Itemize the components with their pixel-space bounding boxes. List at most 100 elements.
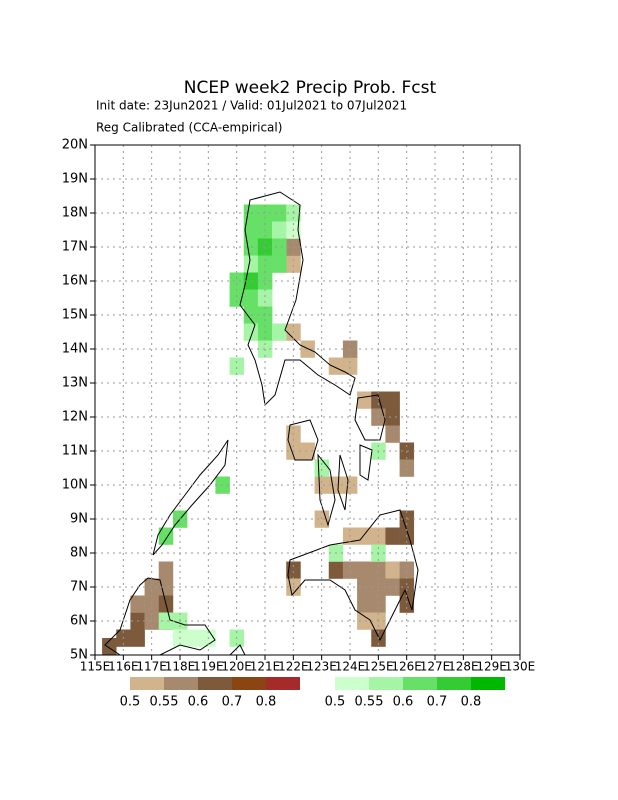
grid-cell bbox=[399, 459, 415, 477]
x-tick-label: 115E bbox=[80, 660, 111, 674]
grid-cell bbox=[328, 357, 344, 375]
grid-cell bbox=[385, 527, 400, 545]
grid-cell bbox=[272, 323, 287, 341]
x-tick-label: 117E bbox=[136, 660, 167, 674]
grid-cell bbox=[371, 391, 386, 409]
grid-cell bbox=[342, 476, 358, 494]
grid-cell bbox=[399, 595, 415, 613]
y-tick-label: 5N bbox=[70, 648, 88, 663]
grid-cell bbox=[144, 612, 160, 630]
grid-cell bbox=[272, 238, 287, 256]
grid-cell bbox=[130, 595, 145, 613]
colorbar-box bbox=[335, 677, 369, 690]
colorbar-box bbox=[437, 677, 471, 690]
colorbar-box bbox=[266, 677, 300, 690]
y-tick-label: 6N bbox=[70, 614, 88, 629]
grid-cell bbox=[314, 459, 330, 477]
x-tick-label: 124E bbox=[335, 660, 366, 674]
grid-cell bbox=[385, 561, 400, 579]
grid-cell bbox=[300, 340, 315, 358]
x-tick-label: 118E bbox=[165, 660, 196, 674]
grid-cell bbox=[286, 255, 301, 273]
grid-cell bbox=[229, 357, 245, 375]
grid-cell bbox=[357, 612, 372, 630]
y-tick-label: 19N bbox=[62, 172, 88, 187]
colorbar-label: 0.5 bbox=[120, 695, 141, 710]
grid-cell bbox=[300, 442, 315, 460]
y-tick-label: 11N bbox=[62, 444, 88, 459]
grid-cell bbox=[272, 221, 287, 239]
chart-title: NCEP week2 Precip Prob. Fcst bbox=[184, 78, 437, 98]
grid-cell bbox=[357, 391, 372, 409]
grid-cell bbox=[314, 510, 330, 528]
grid-cell bbox=[229, 272, 245, 290]
y-tick-label: 9N bbox=[70, 512, 88, 527]
grid-cell bbox=[399, 578, 415, 596]
grid-cell bbox=[399, 510, 415, 528]
grid-cell bbox=[243, 323, 259, 341]
x-tick-label: 130E bbox=[505, 660, 536, 674]
y-tick-label: 7N bbox=[70, 580, 88, 595]
grid-cell bbox=[328, 561, 344, 579]
subtitle: Init date: 23Jun2021 / Valid: 01Jul2021 … bbox=[96, 99, 407, 113]
y-tick-label: 16N bbox=[62, 274, 88, 289]
grid-cell bbox=[158, 561, 174, 579]
y-tick-label: 13N bbox=[62, 376, 88, 391]
colorbar-box bbox=[164, 677, 198, 690]
x-tick-label: 125E bbox=[363, 660, 394, 674]
x-tick-label: 123E bbox=[306, 660, 337, 674]
grid-cell bbox=[371, 595, 386, 613]
colorbar-label: 0.5 bbox=[325, 695, 346, 710]
x-tick-label: 128E bbox=[448, 660, 479, 674]
grid-cell bbox=[144, 578, 160, 596]
x-tick-label: 116E bbox=[108, 660, 139, 674]
y-tick-label: 12N bbox=[62, 410, 88, 425]
grid-cell bbox=[272, 255, 287, 273]
grid-cell bbox=[144, 595, 160, 613]
colorbar-label: 0.8 bbox=[461, 695, 482, 710]
colorbar-box bbox=[130, 677, 164, 690]
colorbar-box bbox=[403, 677, 437, 690]
grid-cell bbox=[399, 561, 415, 579]
grid-cell bbox=[158, 578, 174, 596]
y-tick-label: 18N bbox=[62, 206, 88, 221]
grid-cell bbox=[158, 612, 174, 630]
grid-cell bbox=[357, 595, 372, 613]
grid-cell bbox=[187, 629, 202, 647]
colorbar-box bbox=[471, 677, 505, 690]
colorbar-box bbox=[369, 677, 403, 690]
grid-cell bbox=[286, 561, 301, 579]
grid-cell bbox=[257, 289, 273, 307]
x-tick-label: 121E bbox=[250, 660, 281, 674]
x-tick-label: 119E bbox=[193, 660, 224, 674]
grid-cell bbox=[158, 527, 174, 545]
grid-cell bbox=[385, 391, 400, 409]
grid-cell bbox=[342, 357, 358, 375]
x-tick-label: 127E bbox=[420, 660, 451, 674]
grid-cell bbox=[257, 255, 273, 273]
y-tick-label: 20N bbox=[62, 138, 88, 153]
grid-cell bbox=[243, 221, 259, 239]
grid-cell bbox=[385, 578, 400, 596]
x-tick-label: 122E bbox=[278, 660, 309, 674]
grid-cell bbox=[357, 561, 372, 579]
grid-cell bbox=[357, 578, 372, 596]
y-tick-label: 14N bbox=[62, 342, 88, 357]
grid-cell bbox=[272, 204, 287, 222]
colorbar-label: 0.55 bbox=[355, 695, 384, 710]
plot-frame bbox=[94, 144, 521, 656]
grid-cell bbox=[371, 561, 386, 579]
colorbar-label: 0.7 bbox=[427, 695, 448, 710]
grid-cell bbox=[342, 561, 358, 579]
grid-cell bbox=[257, 306, 273, 324]
colorbar-label: 0.6 bbox=[188, 695, 209, 710]
grid-cell bbox=[243, 272, 259, 290]
colorbar-label: 0.6 bbox=[393, 695, 414, 710]
grid-cell bbox=[257, 272, 273, 290]
colorbar-label: 0.7 bbox=[222, 695, 243, 710]
colorbar-label: 0.55 bbox=[150, 695, 179, 710]
x-tick-label: 129E bbox=[476, 660, 507, 674]
grid-cell bbox=[357, 527, 372, 545]
